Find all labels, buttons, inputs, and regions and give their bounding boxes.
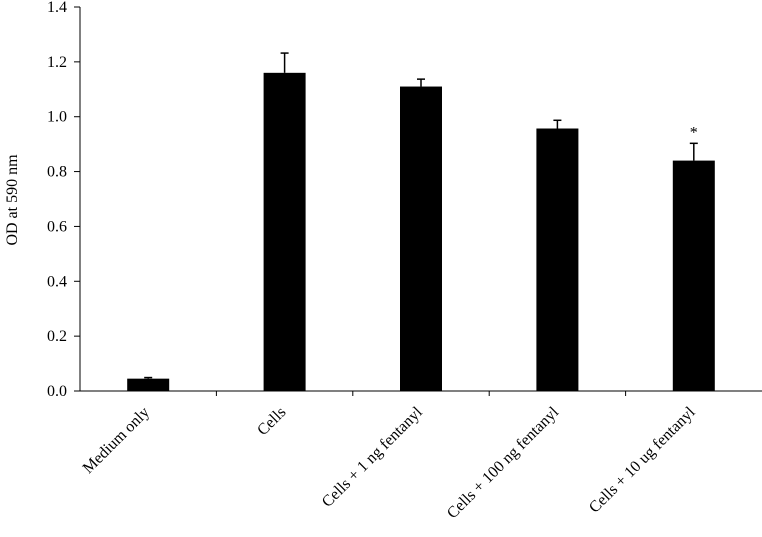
y-tick-label: 0.0 xyxy=(47,383,67,400)
error-bars xyxy=(144,52,698,379)
significance-marker: * xyxy=(690,124,698,141)
y-tick-label: 0.4 xyxy=(47,273,67,290)
bar xyxy=(400,86,442,392)
bar xyxy=(536,128,579,391)
bar xyxy=(672,160,715,391)
y-tick-label: 1.2 xyxy=(47,54,67,71)
bars xyxy=(127,72,715,392)
y-tick-label: 0.2 xyxy=(47,328,67,345)
bar xyxy=(127,378,170,391)
x-axis: Medium only Cells Cells + 1 ng fentanyl Cel… xyxy=(80,390,762,522)
y-axis: 0.0 0.2 0.4 0.6 0.8 1.0 1.2 1.4 xyxy=(47,0,81,400)
x-tick-label: Cells + 1 ng fentanyl xyxy=(319,403,426,510)
x-tick-label: Cells + 100 ng fentanyl xyxy=(444,403,563,522)
y-tick-label: 1.4 xyxy=(47,0,67,16)
x-tick-label: Cells + 10 ug fentanyl xyxy=(586,403,699,516)
y-tick-label: 0.6 xyxy=(47,218,67,235)
x-tick-label: Cells xyxy=(254,404,289,439)
annotations: * xyxy=(690,124,698,141)
y-axis-title: OD at 590 nm xyxy=(4,154,21,246)
y-tick-label: 1.0 xyxy=(47,109,67,126)
x-tick-label: Medium only xyxy=(80,404,153,477)
bar xyxy=(263,72,306,391)
y-tick-label: 0.8 xyxy=(47,164,67,181)
